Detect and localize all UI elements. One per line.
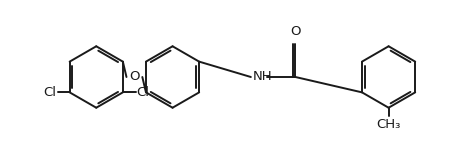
Text: Cl: Cl: [43, 86, 56, 99]
Text: O: O: [290, 25, 301, 38]
Text: CH₃: CH₃: [376, 118, 401, 131]
Text: O: O: [129, 71, 139, 83]
Text: Cl: Cl: [137, 86, 150, 99]
Text: NH: NH: [253, 71, 272, 83]
